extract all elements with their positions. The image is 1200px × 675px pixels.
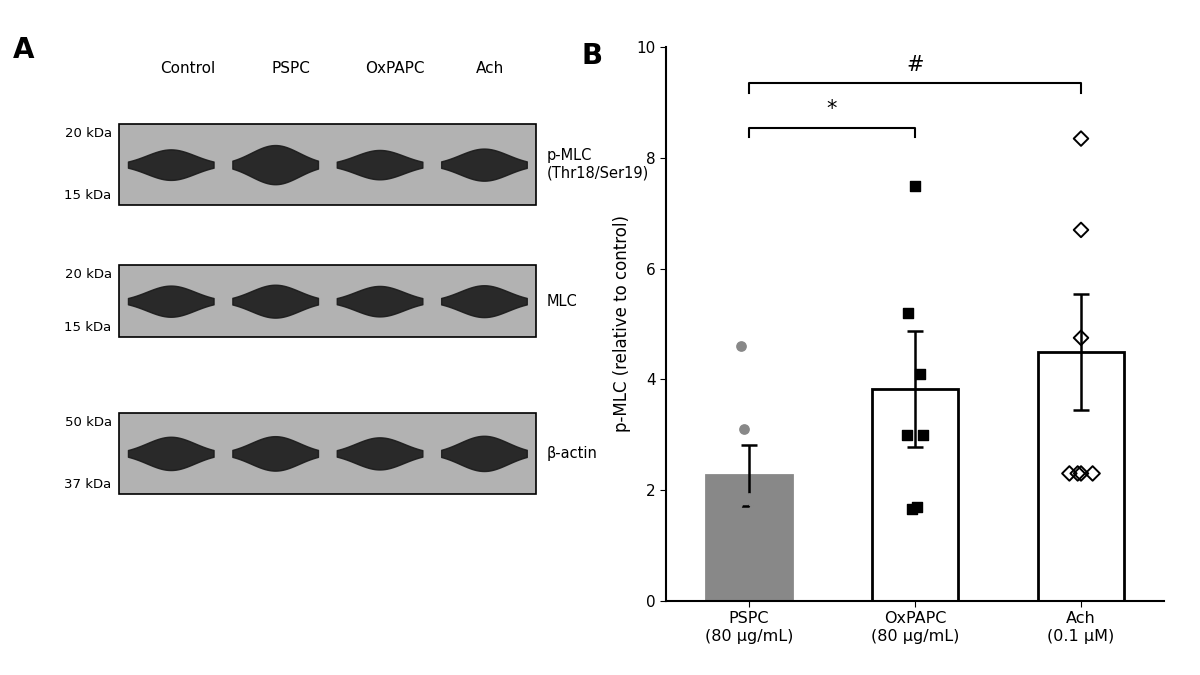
Point (734, 424, 754, 435)
Text: #: # (906, 55, 924, 75)
Y-axis label: p-MLC (relative to control): p-MLC (relative to control) (613, 215, 631, 433)
Point (899, 308, 918, 319)
Text: MLC: MLC (546, 294, 577, 308)
Text: 37 kDa: 37 kDa (65, 478, 112, 491)
Point (1072, 468, 1091, 479)
Point (913, 429, 932, 440)
Text: A: A (13, 36, 35, 64)
Point (739, 493, 758, 504)
Point (902, 504, 922, 515)
Text: OxPAPC: OxPAPC (365, 61, 425, 76)
Text: 15 kDa: 15 kDa (65, 321, 112, 334)
Point (1072, 225, 1091, 236)
Text: Ach: Ach (476, 61, 504, 76)
Point (1068, 468, 1087, 479)
Text: B: B (581, 42, 602, 70)
Bar (706, 475, 792, 601)
Point (727, 498, 746, 509)
Text: β-actin: β-actin (546, 446, 598, 461)
Point (1072, 333, 1091, 343)
Text: p-MLC
(Thr18/Ser19): p-MLC (Thr18/Ser19) (546, 148, 649, 181)
Point (898, 429, 917, 440)
Text: Control: Control (160, 61, 215, 76)
Point (1072, 133, 1091, 144)
Bar (119, 124, 536, 205)
Point (911, 369, 930, 379)
Point (731, 341, 750, 352)
Text: 20 kDa: 20 kDa (65, 268, 112, 281)
Point (906, 180, 925, 191)
Text: 15 kDa: 15 kDa (65, 189, 112, 202)
Text: *: * (827, 99, 838, 119)
Text: 50 kDa: 50 kDa (65, 416, 112, 429)
Point (744, 504, 763, 515)
Text: 20 kDa: 20 kDa (65, 127, 112, 140)
Text: PSPC: PSPC (272, 61, 311, 76)
Point (1060, 468, 1079, 479)
Point (1084, 468, 1103, 479)
Bar (119, 412, 536, 494)
Point (748, 498, 767, 509)
Bar (119, 265, 536, 338)
Point (743, 495, 762, 506)
Bar (872, 389, 958, 601)
Bar (1038, 352, 1124, 601)
Point (907, 502, 926, 512)
